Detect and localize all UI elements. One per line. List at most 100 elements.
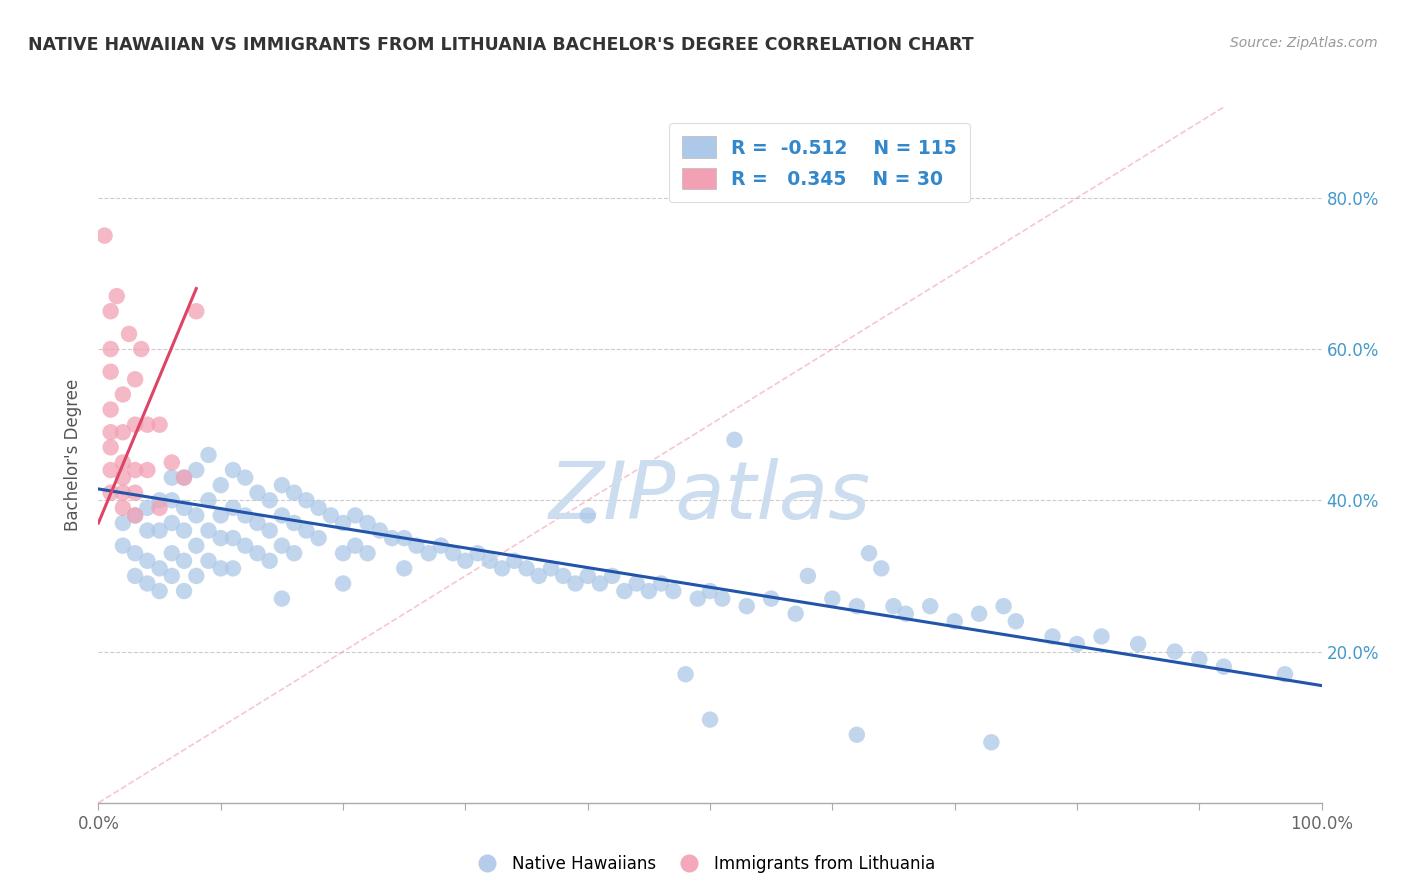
Point [540,561,562,575]
Point [845,728,868,742]
Point [173,500,195,515]
Point [1212,659,1234,673]
Point [392,531,416,545]
Point [491,561,513,575]
Point [197,493,219,508]
Point [124,372,146,386]
Point [160,455,183,469]
Point [894,607,917,621]
Point [149,500,172,515]
Point [124,508,146,523]
Point [160,516,183,530]
Point [124,508,146,523]
Point [576,569,599,583]
Point [197,554,219,568]
Point [186,569,208,583]
Point [283,546,305,560]
Point [381,531,404,545]
Point [356,546,378,560]
Point [100,402,122,417]
Point [308,531,330,545]
Point [441,546,464,560]
Point [111,539,134,553]
Point [186,508,208,523]
Point [319,508,342,523]
Point [270,539,294,553]
Point [246,546,269,560]
Point [943,615,966,629]
Point [270,478,294,492]
Point [553,569,575,583]
Point [111,425,134,440]
Point [160,470,183,484]
Point [149,561,172,575]
Point [478,554,501,568]
Point [111,387,134,401]
Point [344,539,367,553]
Point [160,546,183,560]
Point [1066,637,1088,651]
Point [233,470,256,484]
Point [136,500,159,515]
Point [638,584,661,599]
Point [111,516,134,530]
Point [259,554,281,568]
Point [173,554,195,568]
Point [735,599,758,614]
Point [124,485,146,500]
Point [149,524,172,538]
Point [392,561,416,575]
Point [111,455,134,469]
Legend: R =  -0.512    N = 115, R =   0.345    N = 30: R = -0.512 N = 115, R = 0.345 N = 30 [669,123,970,202]
Point [197,448,219,462]
Point [675,667,697,681]
Point [100,365,122,379]
Point [418,546,440,560]
Point [1042,629,1064,643]
Legend: Native Hawaiians, Immigrants from Lithuania: Native Hawaiians, Immigrants from Lithua… [464,848,942,880]
Point [259,524,281,538]
Point [270,591,294,606]
Point [100,425,122,440]
Point [100,485,122,500]
Point [368,524,391,538]
Point [295,524,318,538]
Point [233,539,256,553]
Point [515,561,537,575]
Point [111,485,134,500]
Point [209,531,232,545]
Point [173,470,195,484]
Point [186,304,208,318]
Point [430,539,453,553]
Point [124,463,146,477]
Point [662,584,685,599]
Point [105,289,128,303]
Point [136,576,159,591]
Point [100,463,122,477]
Point [233,508,256,523]
Point [222,500,245,515]
Point [1128,637,1150,651]
Point [259,493,281,508]
Point [136,554,159,568]
Point [589,576,612,591]
Point [332,546,354,560]
Point [270,508,294,523]
Text: NATIVE HAWAIIAN VS IMMIGRANTS FROM LITHUANIA BACHELOR'S DEGREE CORRELATION CHART: NATIVE HAWAIIAN VS IMMIGRANTS FROM LITHU… [28,36,974,54]
Point [149,584,172,599]
Point [920,599,942,614]
Point [858,546,880,560]
Point [129,342,152,356]
Point [650,576,672,591]
Point [197,524,219,538]
Point [209,478,232,492]
Point [503,554,526,568]
Point [699,584,721,599]
Point [711,591,734,606]
Point [356,516,378,530]
Point [149,417,172,432]
Point [1188,652,1211,666]
Point [1004,615,1026,629]
Point [723,433,745,447]
Point [467,546,489,560]
